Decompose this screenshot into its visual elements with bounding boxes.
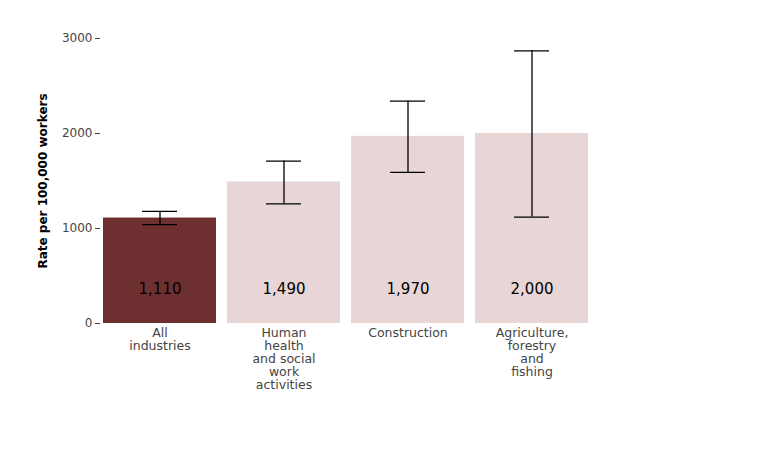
svg-text:1,490: 1,490 <box>263 280 306 298</box>
svg-text:1,970: 1,970 <box>387 280 430 298</box>
svg-text:Construction: Construction <box>368 325 448 340</box>
svg-text:Allindustries: Allindustries <box>129 325 190 353</box>
svg-text:Rate per 100,000 workers: Rate per 100,000 workers <box>36 93 50 268</box>
svg-text:1000: 1000 <box>62 221 93 235</box>
svg-text:3000: 3000 <box>62 31 93 45</box>
svg-text:2,000: 2,000 <box>511 280 554 298</box>
svg-text:Agriculture,forestryandfishing: Agriculture,forestryandfishing <box>496 325 569 379</box>
svg-text:Humanhealthand socialworkactiv: Humanhealthand socialworkactivities <box>252 325 315 393</box>
svg-text:2000: 2000 <box>62 126 93 140</box>
svg-text:1,110: 1,110 <box>139 280 182 298</box>
svg-text:0: 0 <box>85 316 93 330</box>
